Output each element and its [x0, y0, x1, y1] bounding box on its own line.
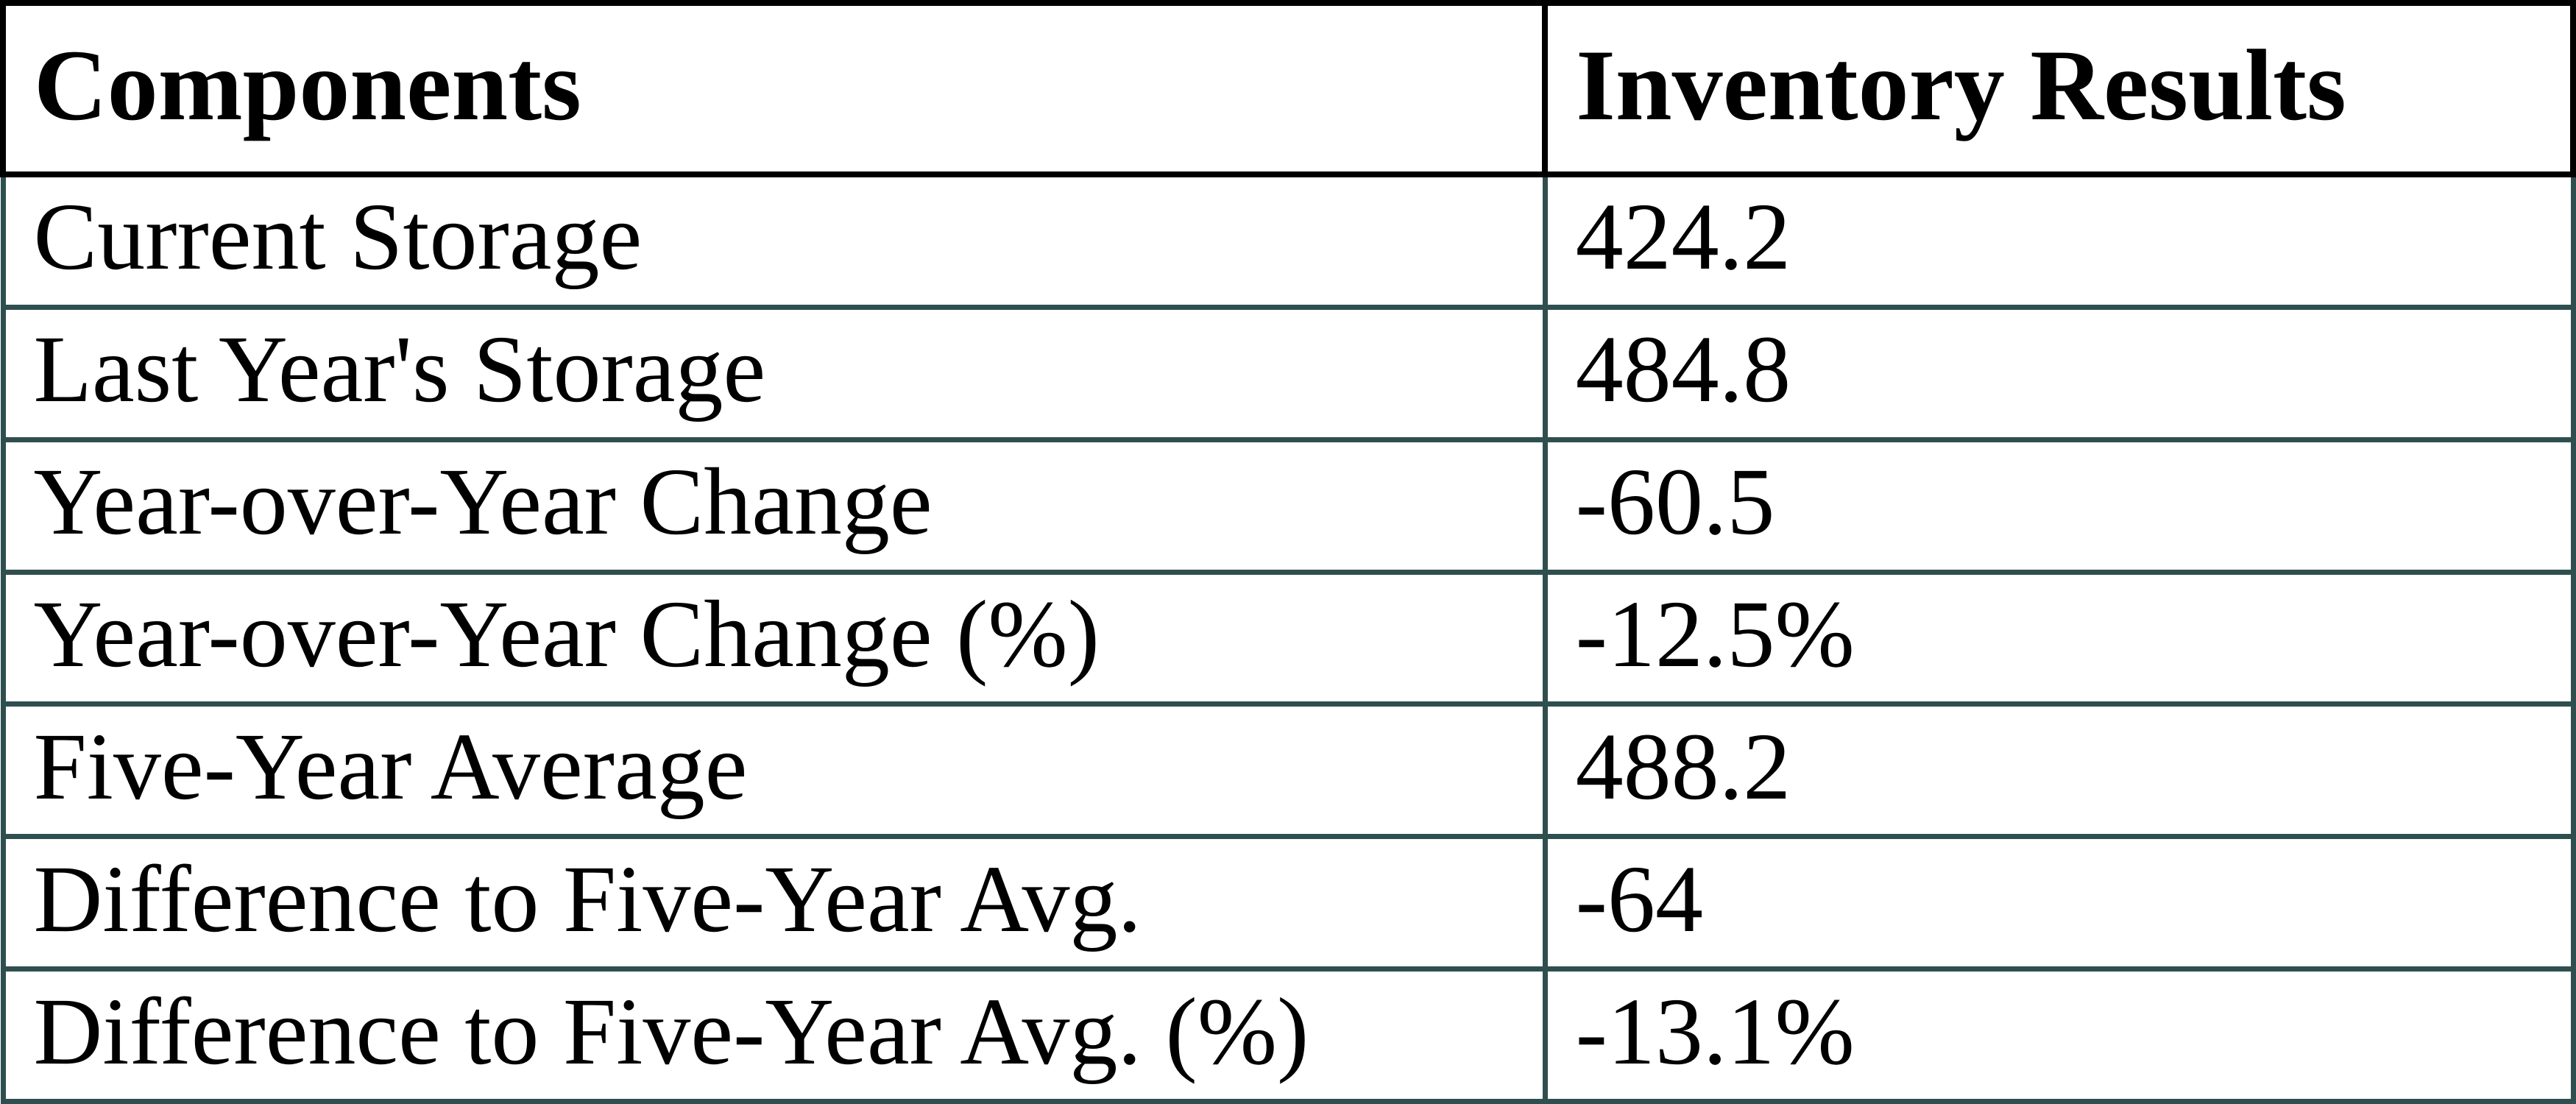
row-label: Five-Year Average	[0, 701, 1548, 840]
row-value: 484.8	[1542, 304, 2576, 442]
column-header-inventory-results: Inventory Results	[1542, 0, 2576, 177]
table-row: Last Year's Storage 484.8	[0, 304, 2576, 442]
table-row: Five-Year Average 488.2	[0, 701, 2576, 840]
row-value: -64	[1542, 834, 2576, 972]
row-label: Current Storage	[0, 171, 1548, 310]
row-label: Difference to Five-Year Avg.	[0, 834, 1548, 972]
row-value: 424.2	[1542, 171, 2576, 310]
row-label: Last Year's Storage	[0, 304, 1548, 442]
row-value: -13.1%	[1542, 966, 2576, 1104]
row-label: Difference to Five-Year Avg. (%)	[0, 966, 1548, 1104]
table-row: Year-over-Year Change -60.5	[0, 436, 2576, 575]
row-label: Year-over-Year Change	[0, 436, 1548, 575]
row-value: -60.5	[1542, 436, 2576, 575]
header-row: Components Inventory Results	[0, 0, 2576, 177]
table-row: Year-over-Year Change (%) -12.5%	[0, 569, 2576, 707]
table-row: Difference to Five-Year Avg. -64	[0, 834, 2576, 972]
row-value: -12.5%	[1542, 569, 2576, 707]
column-header-components: Components	[0, 0, 1549, 177]
table-row: Current Storage 424.2	[0, 171, 2576, 310]
row-value: 488.2	[1542, 701, 2576, 840]
table-row: Difference to Five-Year Avg. (%) -13.1%	[0, 966, 2576, 1104]
row-label: Year-over-Year Change (%)	[0, 569, 1548, 707]
